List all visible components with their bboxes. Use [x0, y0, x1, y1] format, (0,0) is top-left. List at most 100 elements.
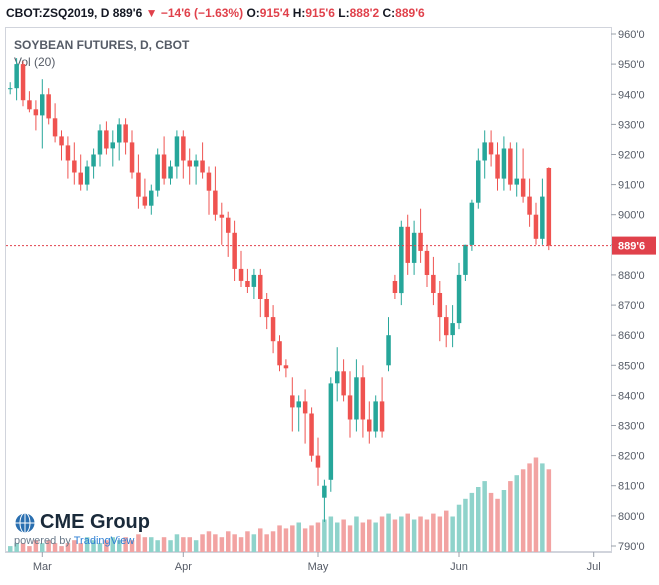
volume-bar — [123, 537, 128, 552]
volume-bar — [431, 513, 436, 552]
volume-bar — [520, 469, 526, 552]
candle-body — [219, 214, 225, 218]
candle-body — [65, 145, 71, 161]
volume-bar — [174, 534, 180, 552]
candle-body — [283, 365, 289, 369]
price-tick-label: 830'0 — [618, 421, 645, 433]
time-tick-label: Apr — [175, 561, 192, 573]
price-tick-label: 810'0 — [618, 481, 645, 493]
price-tick-label: 920'0 — [618, 150, 645, 162]
volume-bar — [360, 522, 366, 552]
globe-icon — [14, 512, 36, 534]
open-label: O: — [246, 6, 260, 20]
volume-bar — [168, 540, 173, 552]
candle-body — [437, 293, 443, 318]
candle-body — [264, 299, 269, 318]
volume-bar — [309, 525, 314, 552]
volume-bar — [226, 531, 231, 552]
volume-bar — [501, 490, 507, 552]
powered-by[interactable]: powered by TradingView — [14, 535, 134, 547]
volume-bar — [488, 492, 494, 552]
candle-body — [251, 274, 257, 287]
candle-body — [277, 341, 282, 366]
candle-body — [386, 335, 391, 366]
price-tick-label: 850'0 — [618, 360, 645, 372]
candle-body — [258, 274, 263, 299]
candle-body — [405, 226, 410, 263]
candle-body — [14, 64, 19, 89]
volume-bar — [206, 531, 212, 552]
volume-bar — [52, 543, 58, 552]
candle-body — [97, 130, 103, 155]
volume-indicator-label: Vol (20) — [14, 55, 55, 69]
volume-bar — [27, 546, 32, 552]
candle-body — [168, 166, 173, 179]
time-axis[interactable]: Mar Apr May Jun Jul — [33, 552, 601, 573]
candle-body — [181, 136, 186, 161]
volume-bar — [149, 537, 154, 552]
candle-body — [193, 160, 199, 167]
candle-body — [245, 281, 250, 287]
candle-body — [155, 154, 160, 191]
candle-body — [309, 413, 314, 456]
volume-bar — [200, 534, 205, 552]
candle-body — [136, 172, 141, 197]
volume-bar — [450, 516, 455, 552]
price-axis[interactable]: 790'0 800'0 810'0 820'0 830'0 840'0 850'0 860'0… — [611, 29, 645, 553]
volume-bar — [373, 522, 378, 552]
candle-body — [469, 202, 475, 245]
candle-body — [444, 317, 449, 336]
last-price: 889'6 — [112, 6, 143, 20]
volume-bar — [347, 525, 353, 552]
candle-body — [27, 100, 32, 110]
candle-body — [20, 64, 26, 101]
candle-body — [72, 160, 77, 173]
candle-body — [514, 178, 519, 185]
volume-bar — [84, 537, 90, 552]
volume-bar — [8, 546, 13, 552]
volume-bar — [258, 528, 263, 552]
time-tick-label: Jul — [587, 561, 601, 573]
price-tick-label: 930'0 — [618, 119, 645, 131]
open-value: 915'4 — [259, 6, 290, 20]
candle-body — [520, 178, 526, 197]
candle-body — [456, 274, 462, 324]
volume-bar — [245, 531, 250, 552]
volume-bar — [40, 543, 45, 552]
volume-bar — [213, 534, 218, 552]
down-arrow-icon: ▼ — [145, 6, 158, 20]
candle-body — [463, 244, 468, 275]
time-tick-label: May — [308, 561, 329, 573]
volume-bar — [411, 519, 417, 552]
volume-bar — [270, 531, 276, 552]
candle-body — [296, 401, 301, 408]
tradingview-link[interactable]: TradingView — [73, 535, 135, 547]
candle-body — [379, 401, 385, 432]
candle-body — [424, 250, 430, 275]
change-value: −14'6 (−1.63%) — [160, 6, 244, 20]
volume-bar — [14, 543, 19, 552]
candle-body — [46, 94, 51, 119]
volume-bar — [91, 540, 96, 552]
volume-bar — [437, 516, 443, 552]
candle-body — [91, 154, 96, 167]
candle-body — [110, 142, 115, 149]
candle-body — [290, 395, 295, 408]
volume-bar — [405, 513, 410, 552]
candle-body — [238, 268, 244, 281]
volume-bar — [33, 540, 39, 552]
volume-bar — [328, 516, 334, 552]
price-tick-label: 900'0 — [618, 210, 645, 222]
volume-bar — [540, 463, 545, 552]
price-tick-label: 820'0 — [618, 451, 645, 463]
close-value: 889'6 — [395, 6, 425, 20]
high-value: 915'6 — [305, 6, 335, 20]
candle-body — [450, 323, 455, 336]
volume-bar — [290, 525, 295, 552]
volume-bar — [463, 498, 468, 552]
candle-body — [508, 148, 513, 185]
candle-body — [117, 124, 122, 143]
volume-bar — [476, 487, 481, 552]
volume-bar — [187, 537, 192, 552]
